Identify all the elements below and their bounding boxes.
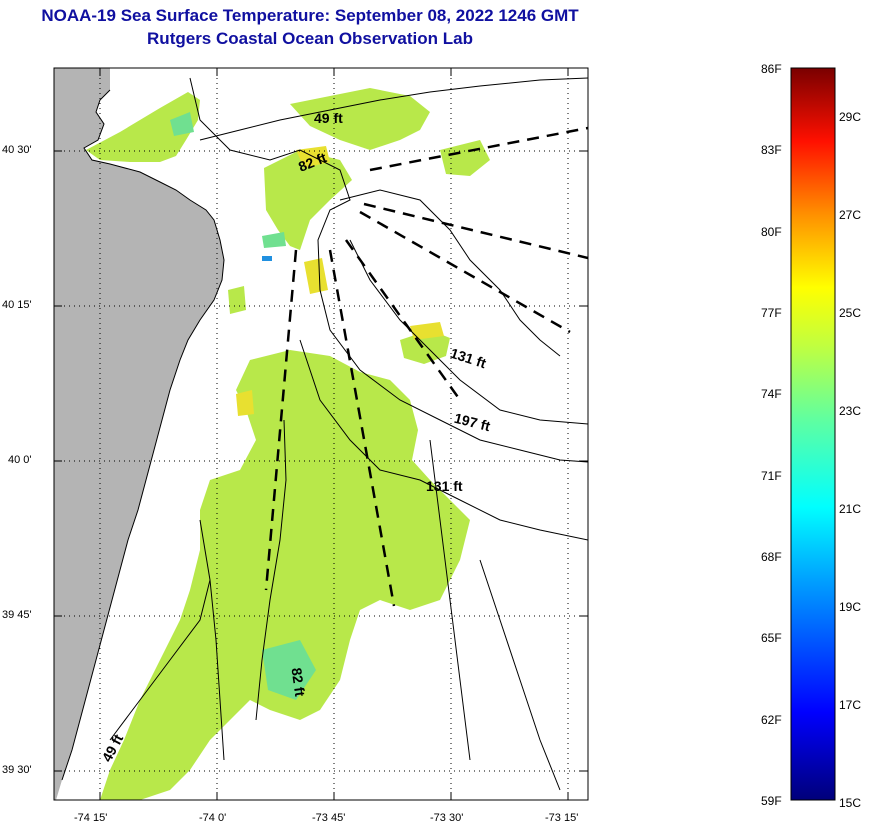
frame-ticks	[54, 68, 588, 800]
colorbar-c-label: 21C	[839, 502, 862, 516]
lon-label: -74 15'	[74, 812, 108, 824]
colorbar-f-label: 86F	[761, 62, 782, 76]
depth-label: 49 ft	[314, 110, 343, 126]
contours	[61, 77, 588, 791]
land-mass	[54, 68, 224, 800]
map-subtitle: Rutgers Coastal Ocean Observation Lab	[147, 29, 473, 48]
lat-label: 39 45'	[2, 609, 32, 621]
colorbar-f-label: 74F	[761, 387, 782, 401]
depth-label: 131 ft	[426, 478, 463, 494]
colorbar-f-label: 83F	[761, 143, 782, 157]
colorbar-f-label: 62F	[761, 713, 782, 727]
colorbar-f-label: 65F	[761, 631, 782, 645]
colorbar-f-label: 71F	[761, 469, 782, 483]
colorbar-f-label: 68F	[761, 550, 782, 564]
lon-label: -73 30'	[430, 812, 464, 824]
colorbar-c-label: 23C	[839, 404, 862, 418]
graticule	[54, 68, 588, 800]
colorbar-c-label: 29C	[839, 110, 862, 124]
map-title: NOAA-19 Sea Surface Temperature: Septemb…	[41, 6, 579, 25]
sst-patches	[86, 88, 490, 800]
lon-label: -73 15'	[545, 812, 579, 824]
lat-label: 40 30'	[2, 144, 32, 156]
lat-label: 40 0'	[8, 454, 32, 466]
colorbar-c-label: 17C	[839, 698, 862, 712]
colorbar-c-label: 15C	[839, 796, 862, 810]
shipping-lanes	[264, 126, 588, 607]
colorbar-f-label: 77F	[761, 306, 782, 320]
lon-label: -73 45'	[312, 812, 346, 824]
colorbar-c-label: 19C	[839, 600, 862, 614]
colorbar-f-label: 59F	[761, 794, 782, 808]
lat-label: 39 30'	[2, 764, 32, 776]
colorbar-c-label: 27C	[839, 208, 862, 222]
colorbar	[790, 67, 836, 801]
colorbar-f-label: 80F	[761, 225, 782, 239]
lon-label: -74 0'	[199, 812, 227, 824]
colorbar-c-label: 25C	[839, 306, 862, 320]
lat-label: 40 15'	[2, 299, 32, 311]
